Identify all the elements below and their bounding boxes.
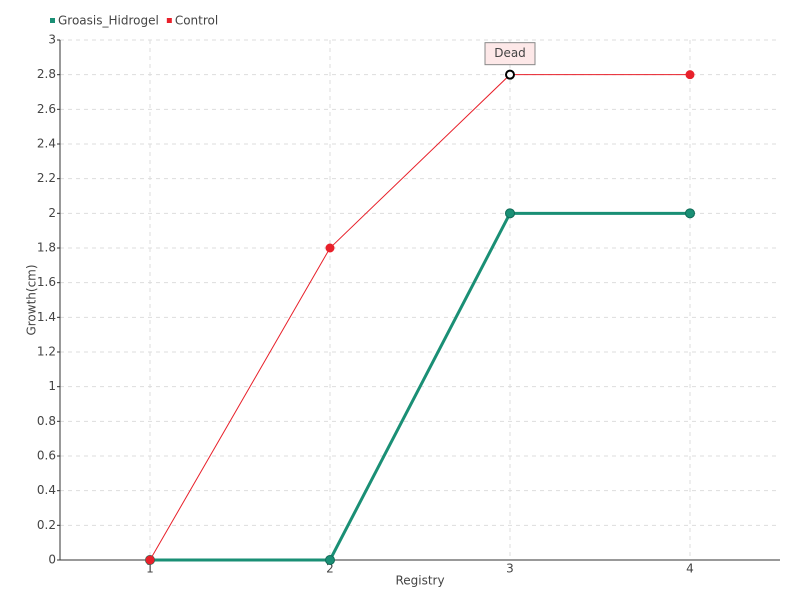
y-tick-label: 0.4: [37, 483, 56, 497]
y-tick-label: 2: [48, 206, 56, 220]
legend-swatch: [50, 18, 55, 23]
legend-label: Groasis_Hidrogel: [58, 14, 159, 28]
data-point: [325, 555, 335, 565]
y-tick-label: 2.2: [37, 171, 56, 185]
y-tick-label: 2.6: [37, 102, 56, 116]
x-tick-label: 4: [686, 562, 694, 576]
legend-swatch: [166, 18, 172, 23]
series-line: [149, 74, 690, 561]
y-tick-label: 1.2: [37, 345, 56, 359]
annotation-box: [484, 42, 536, 66]
y-tick-label: 2.4: [37, 137, 56, 151]
y-tick-label: 1.6: [37, 275, 56, 289]
y-tick-label: 3: [48, 33, 56, 47]
x-tick-label: 1: [146, 562, 154, 576]
y-tick-label: 1.8: [37, 241, 56, 255]
data-point: [505, 69, 515, 80]
legend-label: Control: [175, 14, 218, 28]
y-axis-label: Growth(cm): [25, 264, 39, 335]
y-tick-label: 0.8: [37, 414, 56, 428]
data-point: [325, 243, 335, 253]
annotation: Dead: [484, 42, 536, 66]
y-tick-label: 1.4: [37, 310, 56, 324]
data-point: [145, 555, 155, 565]
data-point: [685, 208, 695, 219]
x-axis-label: Registry: [395, 574, 444, 588]
x-tick-label: 2: [326, 562, 334, 576]
y-tick-label: 0.2: [37, 518, 56, 532]
y-tick-label: 1: [48, 379, 56, 393]
annotation-label: Dead: [494, 46, 526, 60]
y-tick-label: 2.8: [37, 67, 56, 81]
y-tick-label: 0.6: [37, 449, 56, 463]
x-tick-label: 3: [506, 562, 514, 576]
data-point: [505, 208, 515, 219]
data-point: [685, 70, 695, 80]
series-line: [150, 211, 690, 562]
y-tick-label: 0: [48, 553, 56, 567]
